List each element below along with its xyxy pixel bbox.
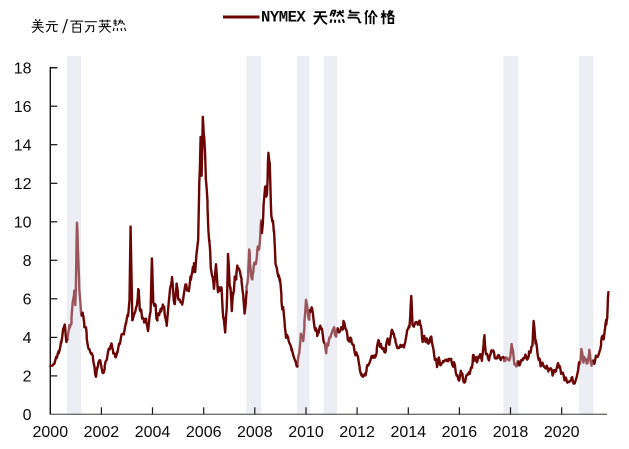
svg-text:4: 4	[23, 330, 32, 347]
svg-text:2000: 2000	[33, 424, 69, 441]
svg-text:2014: 2014	[391, 424, 427, 441]
svg-text:2010: 2010	[288, 424, 324, 441]
svg-text:2008: 2008	[237, 424, 273, 441]
svg-text:8: 8	[23, 253, 32, 270]
svg-text:2: 2	[23, 369, 32, 386]
svg-text:14: 14	[14, 138, 32, 155]
svg-text:10: 10	[14, 215, 32, 232]
svg-text:2006: 2006	[186, 424, 222, 441]
svg-text:6: 6	[23, 292, 32, 309]
svg-text:12: 12	[14, 176, 32, 193]
svg-text:16: 16	[14, 99, 32, 116]
svg-text:18: 18	[14, 61, 32, 78]
svg-text:2012: 2012	[339, 424, 375, 441]
svg-text:2016: 2016	[442, 424, 478, 441]
svg-text:2004: 2004	[135, 424, 171, 441]
svg-text:2002: 2002	[84, 424, 120, 441]
svg-text:2020: 2020	[544, 424, 580, 441]
svg-text:0: 0	[23, 407, 32, 424]
svg-text:2018: 2018	[493, 424, 529, 441]
svg-text:NYMEX: NYMEX	[261, 9, 306, 27]
